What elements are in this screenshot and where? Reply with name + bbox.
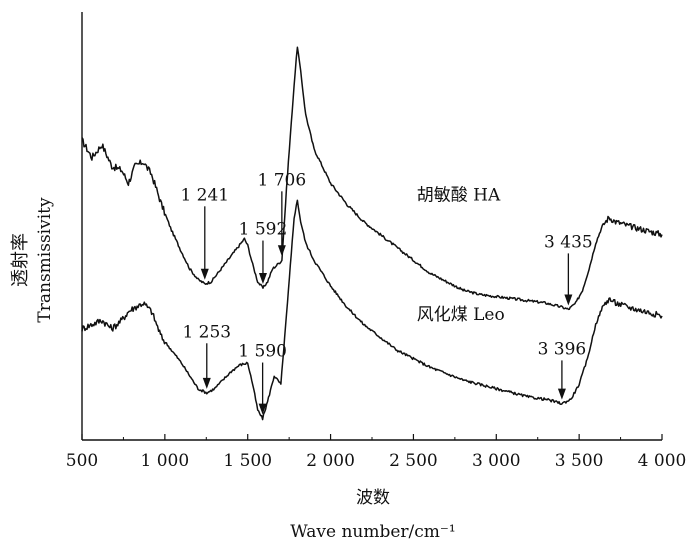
x-axis-title: Wave number/cm⁻¹	[290, 522, 455, 542]
series-label: 风化煤 Leo	[417, 305, 505, 325]
peak-label: 1 253	[182, 322, 231, 342]
y-axis-title-cn: 透射率	[10, 233, 31, 287]
peak-label: 1 592	[239, 220, 288, 240]
peak-arrow-head	[258, 403, 267, 415]
series-line	[81, 199, 663, 421]
series-label-layer: 胡敏酸 HA 风化煤 Leo	[417, 185, 505, 325]
series-layer	[81, 46, 663, 421]
peak-arrow-head	[557, 388, 566, 400]
x-tick-label: 1 000	[141, 451, 190, 471]
peak-arrow-head	[200, 268, 209, 280]
peak-label: 1 590	[238, 342, 287, 362]
peak-label: 3 435	[544, 232, 593, 252]
x-tick-label: 1 500	[223, 451, 272, 471]
peak-arrow-head	[202, 377, 211, 389]
series-label: 胡敏酸 HA	[417, 185, 501, 205]
x-tick-label: 3 500	[555, 451, 604, 471]
y-axis-title: Transmissivity	[35, 197, 55, 323]
series-line	[81, 46, 663, 311]
peak-label: 3 396	[538, 339, 587, 359]
peak-arrow-head	[258, 273, 267, 285]
peak-arrow-head	[564, 294, 573, 306]
peak-label: 1 706	[258, 170, 307, 190]
peak-arrow-head	[277, 245, 286, 257]
x-tick-label: 3 000	[472, 451, 521, 471]
x-tick-label: 4 000	[638, 451, 687, 471]
x-ticks: 500 1 000 1 500 2 000 2 500 3 000 3 500 4 000	[66, 434, 687, 471]
x-tick-label: 2 000	[306, 451, 355, 471]
peak-label: 1 241	[180, 185, 229, 205]
x-tick-label: 500	[66, 451, 98, 471]
x-tick-label: 2 500	[389, 451, 438, 471]
annotation-layer: 1 241 1 592 1 706 3 435 1 253 1 590 3 396	[180, 170, 593, 415]
x-axis-title-cn: 波数	[356, 488, 390, 508]
